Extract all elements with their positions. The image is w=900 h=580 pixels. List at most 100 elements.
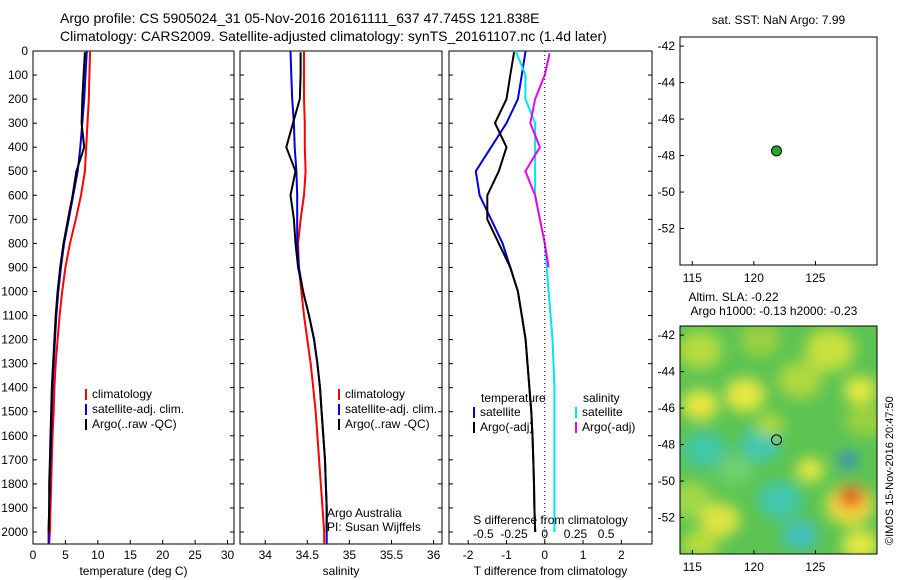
legend-label: satellite bbox=[582, 405, 623, 419]
panel-2-frame bbox=[448, 50, 653, 545]
depth-tick-label: 1600 bbox=[1, 429, 28, 443]
panel-0-xtick-label: 5 bbox=[62, 548, 69, 562]
map-3-xtick-label: 125 bbox=[805, 271, 825, 285]
sla-anomaly-patch bbox=[682, 389, 718, 421]
panel-2-xtick-label: -1 bbox=[501, 548, 512, 562]
panel-0-xtick-label: 20 bbox=[156, 548, 170, 562]
sla-anomaly-patch bbox=[844, 376, 876, 404]
panel-2-top-tick-label: 0.5 bbox=[598, 527, 615, 541]
map-4-ytick-label: -42 bbox=[658, 328, 676, 342]
legend-label: climatology bbox=[345, 387, 405, 401]
sla-anomaly-patch bbox=[778, 361, 822, 399]
panel-1-xtick-label: 36 bbox=[427, 548, 441, 562]
sla-heatmap bbox=[680, 326, 877, 554]
sla-anomaly-patch bbox=[842, 529, 877, 554]
map-3-ytick-label: -52 bbox=[658, 222, 676, 236]
legend-label: satellite-adj. clim. bbox=[345, 402, 437, 416]
legend-label: Argo(..raw -QC) bbox=[92, 417, 177, 431]
sla-anomaly-patch bbox=[756, 413, 784, 437]
depth-tick-label: 1200 bbox=[1, 333, 28, 347]
depth-tick-label: 300 bbox=[8, 116, 28, 130]
sla-anomaly-patch bbox=[796, 458, 824, 482]
float-location-marker bbox=[771, 145, 783, 157]
depth-tick-label: 1400 bbox=[1, 381, 28, 395]
depth-tick-label: 800 bbox=[8, 236, 28, 250]
panel-1-xlabel: salinity bbox=[323, 564, 360, 578]
panel-0-xtick-label: 25 bbox=[188, 548, 202, 562]
depth-tick-label: 1700 bbox=[1, 453, 28, 467]
map-3-ytick-label: -44 bbox=[658, 76, 676, 90]
legend-label: satellite-adj. clim. bbox=[92, 402, 184, 416]
panel-2-series-3 bbox=[524, 53, 551, 268]
depth-tick-label: 100 bbox=[8, 68, 28, 82]
map-3-ytick-label: -46 bbox=[658, 112, 676, 126]
panel-0-xtick-label: 10 bbox=[91, 548, 105, 562]
panel-2-series-1 bbox=[486, 52, 537, 533]
depth-tick-label: 1100 bbox=[2, 309, 28, 323]
depth-tick-label: 900 bbox=[8, 260, 28, 274]
map-3-ytick-label: -48 bbox=[658, 149, 676, 163]
sla-map-title-2: Argo h1000: -0.13 h2000: -0.23 bbox=[691, 304, 858, 318]
panel-1-series-0 bbox=[297, 51, 326, 544]
sla-anomaly-patch bbox=[841, 488, 859, 504]
map-3-ytick-label: -50 bbox=[658, 185, 676, 199]
map-4-ytick-label: -48 bbox=[658, 438, 676, 452]
annotation-argo-australia: Argo Australia bbox=[327, 506, 402, 520]
sla-heatmap-field bbox=[680, 326, 877, 554]
header-line-2: Climatology: CARS2009. Satellite-adjuste… bbox=[60, 28, 607, 44]
panel-2-xtick-label: -2 bbox=[463, 548, 474, 562]
depth-tick-label: 200 bbox=[8, 92, 28, 106]
depth-tick-label: 1900 bbox=[1, 501, 28, 515]
panel-2-xtick-label: 0 bbox=[541, 548, 548, 562]
panel-0-xtick-label: 0 bbox=[30, 548, 37, 562]
legend-label: satellite bbox=[480, 405, 521, 419]
legend-label: climatology bbox=[92, 387, 152, 401]
panel-1-series-2 bbox=[285, 52, 328, 532]
panel-2-top-xlabel: S difference from climatology bbox=[473, 513, 628, 527]
map-4-xtick-label: 115 bbox=[683, 560, 702, 574]
panel-0-xtick-label: 15 bbox=[124, 548, 138, 562]
map-4-ytick-label: -44 bbox=[658, 365, 676, 379]
depth-tick-label: 0 bbox=[21, 44, 28, 58]
depth-tick-label: 1800 bbox=[1, 477, 28, 491]
depth-tick-label: 1500 bbox=[1, 405, 28, 419]
map-3-xtick-label: 120 bbox=[744, 271, 764, 285]
panel-0-frame bbox=[32, 50, 235, 545]
depth-tick-label: 700 bbox=[8, 212, 28, 226]
sst-map-title: sat. SST: NaN Argo: 7.99 bbox=[712, 13, 846, 27]
sla-anomaly-patch bbox=[700, 503, 740, 537]
sla-anomaly-patch bbox=[805, 328, 855, 372]
annotation-pi: PI: Susan Wijffels bbox=[327, 520, 421, 534]
sla-anomaly-patch bbox=[680, 331, 722, 369]
sla-anomaly-patch bbox=[683, 431, 727, 469]
sla-anomaly-patch bbox=[740, 326, 780, 357]
panel-0-series-2 bbox=[47, 52, 86, 533]
depth-tick-label: 600 bbox=[8, 188, 28, 202]
sla-anomaly-patch bbox=[682, 529, 718, 554]
map-4-xtick-label: 125 bbox=[805, 560, 825, 574]
map-4-xtick-label: 120 bbox=[744, 560, 764, 574]
panel-0-series-0 bbox=[48, 50, 92, 545]
legend-label: Argo(-adj) bbox=[582, 420, 635, 434]
depth-tick-label: 400 bbox=[8, 140, 28, 154]
sla-anomaly-patch bbox=[845, 403, 877, 437]
panel-1-xtick-label: 34.5 bbox=[296, 548, 320, 562]
panel-2-series-2 bbox=[514, 50, 556, 532]
panel-2-xtick-label: 2 bbox=[618, 548, 625, 562]
panel-2-xlabel: T difference from climatology bbox=[474, 564, 628, 578]
legend-temperature-title: temperature bbox=[481, 391, 546, 405]
sla-map-title-1: Altim. SLA: -0.22 bbox=[688, 290, 778, 304]
sla-anomaly-patch bbox=[839, 452, 857, 468]
sla-anomaly-patch bbox=[717, 454, 753, 486]
header-line-1: Argo profile: CS 5905024_31 05-Nov-2016 … bbox=[60, 10, 540, 26]
sla-anomaly-patch bbox=[680, 481, 712, 519]
panel-0-xlabel: temperature (deg C) bbox=[79, 564, 187, 578]
panel-2-top-tick-label: -0.5 bbox=[473, 527, 494, 541]
legend-label: Argo(-adj) bbox=[480, 420, 533, 434]
depth-tick-label: 2000 bbox=[1, 525, 28, 539]
map-3-xtick-label: 115 bbox=[683, 271, 702, 285]
panel-2-top-tick-label: 0.25 bbox=[564, 527, 588, 541]
panel-1-xtick-label: 34 bbox=[259, 548, 273, 562]
legend-label: Argo(..raw -QC) bbox=[345, 417, 430, 431]
